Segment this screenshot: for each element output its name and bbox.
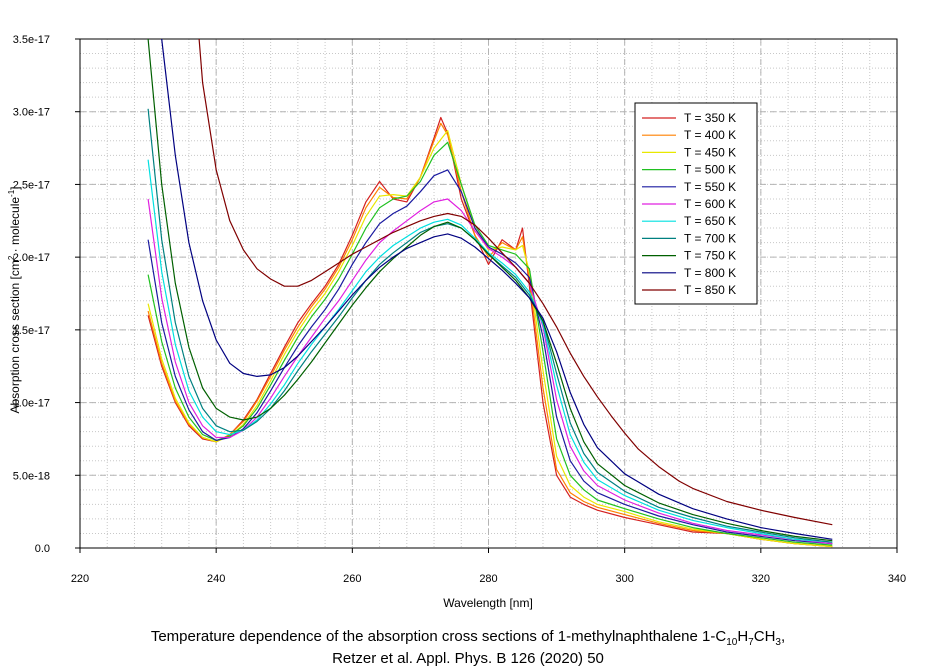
x-tick-label: 240 xyxy=(207,573,225,585)
series-lines xyxy=(147,39,833,548)
legend-label: T = 550 K xyxy=(684,180,736,194)
series-line-10 xyxy=(161,39,833,540)
x-tick-label: 220 xyxy=(71,573,89,585)
x-tick-label: 300 xyxy=(615,573,633,585)
series-line-8 xyxy=(147,108,833,543)
axis-ticks: 220 240 260 280 300 320 340 0.0 5.0e-18 1.0e-17 1.… xyxy=(13,34,906,585)
legend-label: T = 650 K xyxy=(684,214,736,228)
figure-caption-line-2: Retzer et al. Appl. Phys. B 126 (2020) 5… xyxy=(332,650,604,667)
x-tick-label: 280 xyxy=(479,573,497,585)
series-line-6 xyxy=(147,198,833,545)
series-line-3 xyxy=(147,130,833,548)
y-tick-label: 0.0 xyxy=(35,543,50,555)
y-tick-label: 3.5e-17 xyxy=(13,34,50,46)
series-line-11 xyxy=(198,39,833,526)
series-line-4 xyxy=(147,141,833,546)
legend-label: T = 500 K xyxy=(684,163,736,177)
series-line-9 xyxy=(147,39,833,542)
legend-label: T = 350 K xyxy=(684,111,736,125)
y-tick-label: 1.5e-17 xyxy=(13,325,50,337)
x-axis-title: Wavelength [nm] xyxy=(443,596,533,610)
legend-label: T = 450 K xyxy=(684,145,736,159)
grid xyxy=(80,39,897,548)
x-tick-label: 340 xyxy=(888,573,906,585)
y-tick-label: 5.0e-18 xyxy=(13,470,50,482)
legend-label: T = 850 K xyxy=(684,283,736,297)
legend-label: T = 400 K xyxy=(684,128,736,142)
legend-label: T = 800 K xyxy=(684,266,736,280)
legend-label: T = 700 K xyxy=(684,231,736,245)
x-tick-label: 320 xyxy=(752,573,770,585)
y-tick-label: 3.0e-17 xyxy=(13,107,50,119)
legend: T = 350 K T = 400 K T = 450 K T = 500 K T = … xyxy=(634,102,758,305)
y-axis-title: Absorption cross section [cm2 · molecule… xyxy=(7,186,22,413)
x-tick-label: 260 xyxy=(343,573,361,585)
legend-label: T = 600 K xyxy=(684,197,736,211)
series-line-2 xyxy=(147,122,833,548)
y-tick-label: 2.0e-17 xyxy=(13,252,50,264)
series-line-7 xyxy=(147,159,833,543)
y-tick-label: 2.5e-17 xyxy=(13,179,50,191)
legend-label: T = 750 K xyxy=(684,249,736,263)
y-tick-label: 1.0e-17 xyxy=(13,398,50,410)
figure-caption-line-1: Temperature dependence of the absorption… xyxy=(150,628,786,648)
